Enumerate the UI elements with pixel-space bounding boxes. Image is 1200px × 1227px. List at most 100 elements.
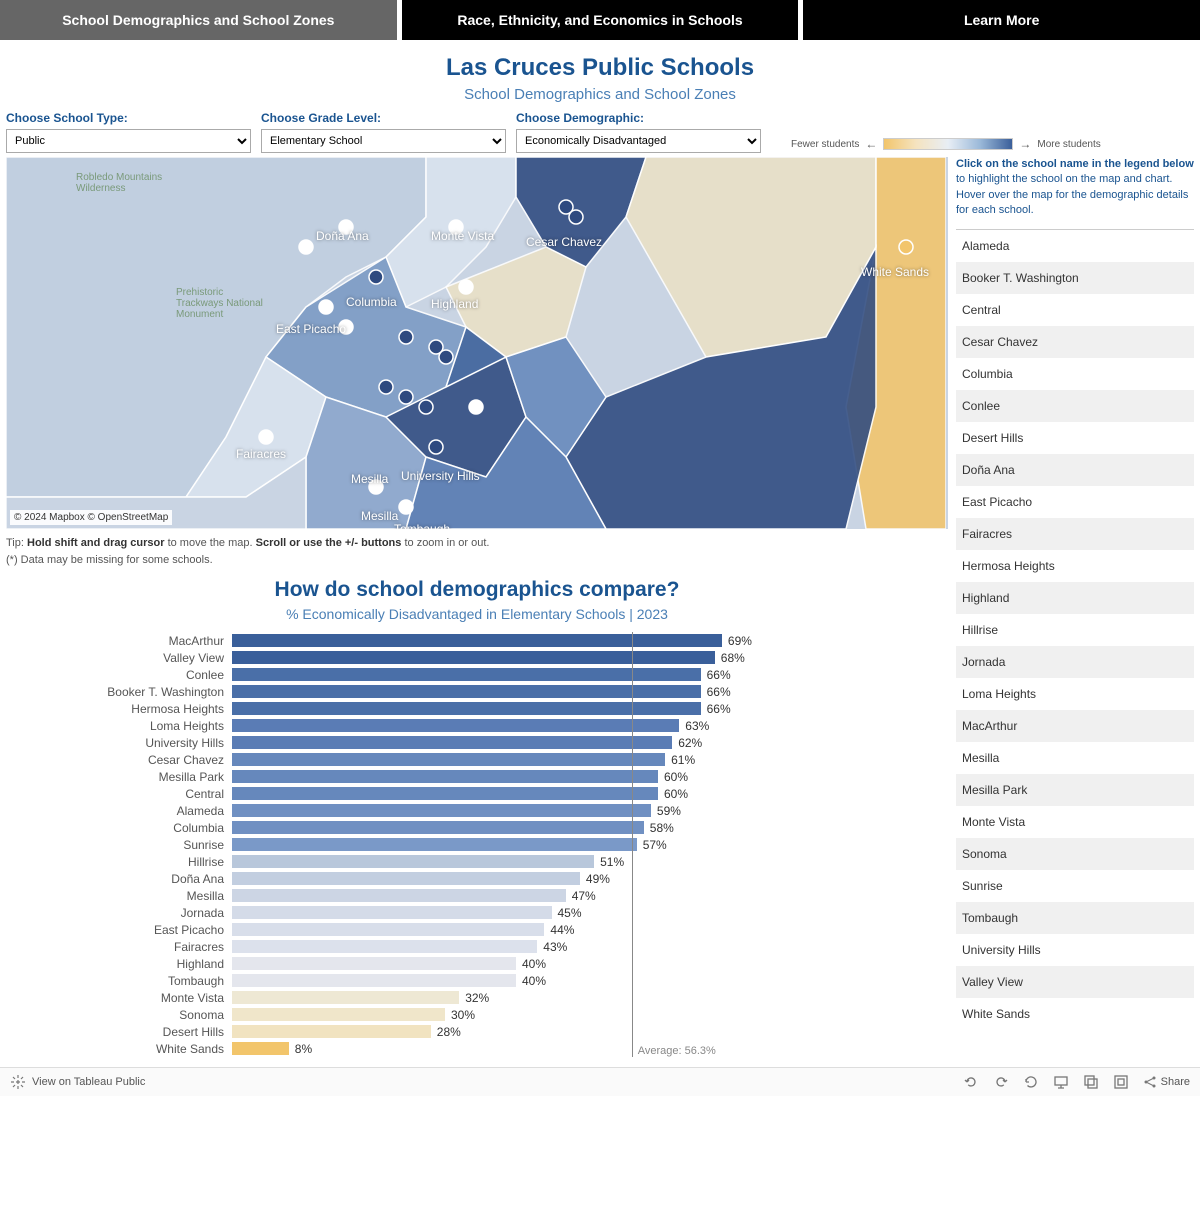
grade-level-select[interactable]: Elementary School xyxy=(261,129,506,153)
footer-left: View on Tableau Public xyxy=(10,1074,145,1090)
tableau-icon[interactable] xyxy=(10,1074,26,1090)
school-list-item[interactable]: Loma Heights xyxy=(956,678,1194,710)
bar-row[interactable]: Sunrise57% xyxy=(12,836,942,853)
school-list-item[interactable]: Booker T. Washington xyxy=(956,262,1194,294)
school-list-item[interactable]: Sonoma xyxy=(956,838,1194,870)
school-list-item[interactable]: Sunrise xyxy=(956,870,1194,902)
school-list-item[interactable]: Monte Vista xyxy=(956,806,1194,838)
bar-row[interactable]: Desert Hills 28% xyxy=(12,1023,942,1040)
presentation-icon[interactable] xyxy=(1053,1074,1069,1090)
school-type-select[interactable]: Public xyxy=(6,129,251,153)
school-list: AlamedaBooker T. WashingtonCentralCesar … xyxy=(956,229,1194,1030)
school-list-item[interactable]: Hillrise xyxy=(956,614,1194,646)
tip-b1: Hold shift and drag cursor xyxy=(27,537,165,549)
school-list-item[interactable]: Hermosa Heights xyxy=(956,550,1194,582)
download-icon[interactable] xyxy=(1083,1074,1099,1090)
bar-value: 28% xyxy=(437,1025,461,1039)
school-list-item[interactable]: White Sands xyxy=(956,998,1194,1030)
footer: View on Tableau Public Share xyxy=(0,1067,1200,1096)
bar-label: Desert Hills xyxy=(12,1025,232,1039)
tab-2[interactable]: Learn More xyxy=(803,0,1200,40)
bar-label: Highland xyxy=(12,957,232,971)
bar-row[interactable]: Cesar Chavez61% xyxy=(12,751,942,768)
fullscreen-icon[interactable] xyxy=(1113,1074,1129,1090)
map[interactable]: © 2024 Mapbox © OpenStreetMap Doña AnaMo… xyxy=(6,157,948,529)
tab-1[interactable]: Race, Ethnicity, and Economics in School… xyxy=(402,0,799,40)
bar-row[interactable]: Conlee66% xyxy=(12,666,942,683)
bar-row[interactable]: Hillrise51% xyxy=(12,853,942,870)
bar-label: MacArthur xyxy=(12,634,232,648)
bar-fill xyxy=(232,821,644,834)
bar-label: Columbia xyxy=(12,821,232,835)
school-list-item[interactable]: Mesilla xyxy=(956,742,1194,774)
bar-fill xyxy=(232,974,516,987)
demographic-select[interactable]: Economically Disadvantaged xyxy=(516,129,761,153)
bar-row[interactable]: Monte Vista32% xyxy=(12,989,942,1006)
bar-row[interactable]: East Picacho44% xyxy=(12,921,942,938)
bar-row[interactable]: Central60% xyxy=(12,785,942,802)
school-list-item[interactable]: East Picacho xyxy=(956,486,1194,518)
school-list-item[interactable]: Jornada xyxy=(956,646,1194,678)
bar-label: Sunrise xyxy=(12,838,232,852)
controls-row: Choose School Type: Public Choose Grade … xyxy=(0,103,1200,157)
bar-value: 8% xyxy=(295,1042,312,1056)
undo-icon[interactable] xyxy=(963,1074,979,1090)
school-list-item[interactable]: Alameda xyxy=(956,230,1194,262)
bar-row[interactable]: Loma Heights63% xyxy=(12,717,942,734)
bar-label: East Picacho xyxy=(12,923,232,937)
redo-icon[interactable] xyxy=(993,1074,1009,1090)
bar-row[interactable]: Columbia58% xyxy=(12,819,942,836)
bar-row[interactable]: Tombaugh40% xyxy=(12,972,942,989)
bar-row[interactable]: Mesilla Park60% xyxy=(12,768,942,785)
bar-fill xyxy=(232,838,637,851)
bar-row[interactable]: University Hills62% xyxy=(12,734,942,751)
school-list-item[interactable]: Fairacres xyxy=(956,518,1194,550)
bar-fill xyxy=(232,889,566,902)
school-list-item[interactable]: University Hills xyxy=(956,934,1194,966)
bar-label: Booker T. Washington xyxy=(12,685,232,699)
bar-value: 62% xyxy=(678,736,702,750)
bar-row[interactable]: Highland40% xyxy=(12,955,942,972)
average-label: Average: 56.3% xyxy=(638,1045,716,1057)
school-list-item[interactable]: Conlee xyxy=(956,390,1194,422)
bar-row[interactable]: Sonoma30% xyxy=(12,1006,942,1023)
school-list-item[interactable]: Central xyxy=(956,294,1194,326)
bar-value: 66% xyxy=(707,668,731,682)
school-list-item[interactable]: Doña Ana xyxy=(956,454,1194,486)
bar-row[interactable]: White Sands8% xyxy=(12,1040,942,1057)
bar-row[interactable]: Fairacres43% xyxy=(12,938,942,955)
bar-label: Monte Vista xyxy=(12,991,232,1005)
school-list-item[interactable]: Tombaugh xyxy=(956,902,1194,934)
bar-row[interactable]: Valley View68% xyxy=(12,649,942,666)
school-list-item[interactable]: MacArthur xyxy=(956,710,1194,742)
sidebar-info: Click on the school name in the legend b… xyxy=(956,157,1194,219)
share-button[interactable]: Share xyxy=(1143,1075,1190,1089)
tip-line2: (*) Data may be missing for some schools… xyxy=(6,554,213,566)
tip-mid: to move the map. xyxy=(165,537,256,549)
bar-row[interactable]: Hermosa Heights66% xyxy=(12,700,942,717)
bar-value: 51% xyxy=(600,855,624,869)
chart-title: How do school demographics compare? xyxy=(12,578,942,602)
bar-row[interactable]: Booker T. Washington66% xyxy=(12,683,942,700)
bar-row[interactable]: MacArthur69% xyxy=(12,632,942,649)
bar-row[interactable]: Mesilla47% xyxy=(12,887,942,904)
bar-fill xyxy=(232,957,516,970)
view-on-tableau-link[interactable]: View on Tableau Public xyxy=(32,1076,145,1088)
school-list-item[interactable]: Valley View xyxy=(956,966,1194,998)
bar-row[interactable]: Jornada45% xyxy=(12,904,942,921)
bar-row[interactable]: Doña Ana49% xyxy=(12,870,942,887)
chart-subtitle: % Economically Disadvantaged in Elementa… xyxy=(12,606,942,622)
school-list-item[interactable]: Desert Hills xyxy=(956,422,1194,454)
page-subtitle: School Demographics and School Zones xyxy=(0,86,1200,103)
school-list-item[interactable]: Cesar Chavez xyxy=(956,326,1194,358)
control-grade-level: Choose Grade Level: Elementary School xyxy=(261,111,506,153)
bar-label: Fairacres xyxy=(12,940,232,954)
school-list-item[interactable]: Mesilla Park xyxy=(956,774,1194,806)
bar-fill xyxy=(232,940,537,953)
bar-label: Loma Heights xyxy=(12,719,232,733)
reset-icon[interactable] xyxy=(1023,1074,1039,1090)
school-list-item[interactable]: Highland xyxy=(956,582,1194,614)
school-list-item[interactable]: Columbia xyxy=(956,358,1194,390)
bar-row[interactable]: Alameda59% xyxy=(12,802,942,819)
tab-0[interactable]: School Demographics and School Zones xyxy=(0,0,397,40)
